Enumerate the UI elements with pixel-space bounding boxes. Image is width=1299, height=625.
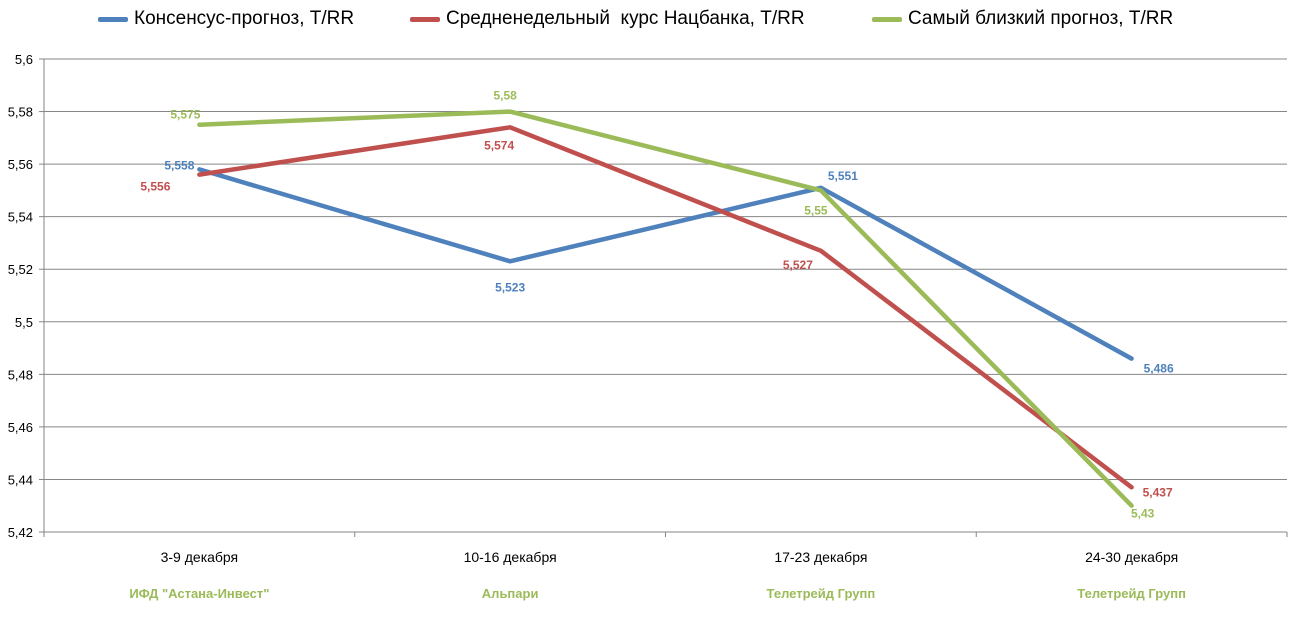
data-label-nbrk-rate: 5,556	[140, 180, 170, 194]
data-label-closest-forecast: 5,575	[170, 108, 200, 122]
y-tick-label: 5,56	[8, 157, 33, 172]
y-tick-label: 5,5	[15, 315, 33, 330]
data-label-closest-forecast: 5,58	[493, 89, 517, 103]
y-tick-label: 5,54	[8, 210, 33, 225]
y-tick-label: 5,46	[8, 420, 33, 435]
x-tick-label: 10-16 декабря	[464, 549, 557, 565]
x-sub-label: Альпари	[482, 586, 539, 601]
legend-item-nbrk-rate: Средненедельный курс Нацбанка, T/RR	[410, 8, 805, 30]
data-label-nbrk-rate: 5,527	[783, 258, 813, 272]
data-label-consensus: 5,558	[164, 158, 194, 172]
x-tick-label: 17-23 декабря	[774, 549, 867, 565]
legend-item-closest-forecast: Самый близкий прогноз, T/RR	[872, 8, 1173, 30]
legend: Консенсус-прогноз, T/RR Средненедельный …	[0, 8, 1299, 36]
legend-item-consensus: Консенсус-прогноз, T/RR	[98, 8, 354, 30]
legend-swatch-consensus	[98, 16, 128, 22]
data-label-nbrk-rate: 5,437	[1143, 485, 1173, 499]
legend-label-closest-forecast: Самый близкий прогноз, T/RR	[908, 8, 1174, 29]
legend-swatch-nbrk-rate	[410, 16, 440, 22]
series-line-nbrk-rate	[197, 125, 1134, 490]
y-tick-label: 5,44	[8, 472, 33, 487]
y-tick-label: 5,58	[8, 105, 33, 120]
legend-label-nbrk-rate: Средненедельный курс Нацбанка, T/RR	[446, 8, 805, 29]
y-tick-label: 5,52	[8, 262, 33, 277]
data-label-nbrk-rate: 5,574	[484, 138, 514, 152]
data-label-closest-forecast: 5,55	[804, 203, 828, 217]
data-label-consensus: 5,486	[1144, 362, 1174, 376]
legend-swatch-closest-forecast	[872, 16, 902, 22]
x-sub-label: ИФД "Астана-Инвест"	[129, 586, 269, 601]
legend-label-consensus: Консенсус-прогноз, T/RR	[134, 8, 355, 29]
series-line-consensus	[197, 167, 1134, 361]
x-sub-label: Телетрейд Групп	[1077, 586, 1186, 601]
data-label-consensus: 5,523	[495, 280, 525, 294]
y-tick-label: 5,48	[8, 367, 33, 382]
x-tick-label: 3-9 декабря	[161, 549, 239, 565]
data-label-closest-forecast: 5,43	[1131, 507, 1155, 521]
series-line-closest-forecast	[197, 109, 1134, 508]
x-tick-label: 24-30 декабря	[1085, 549, 1178, 565]
y-tick-label: 5,42	[8, 525, 33, 540]
x-sub-label: Телетрейд Групп	[767, 586, 876, 601]
data-label-consensus: 5,551	[828, 169, 858, 183]
y-tick-label: 5,6	[15, 52, 33, 67]
